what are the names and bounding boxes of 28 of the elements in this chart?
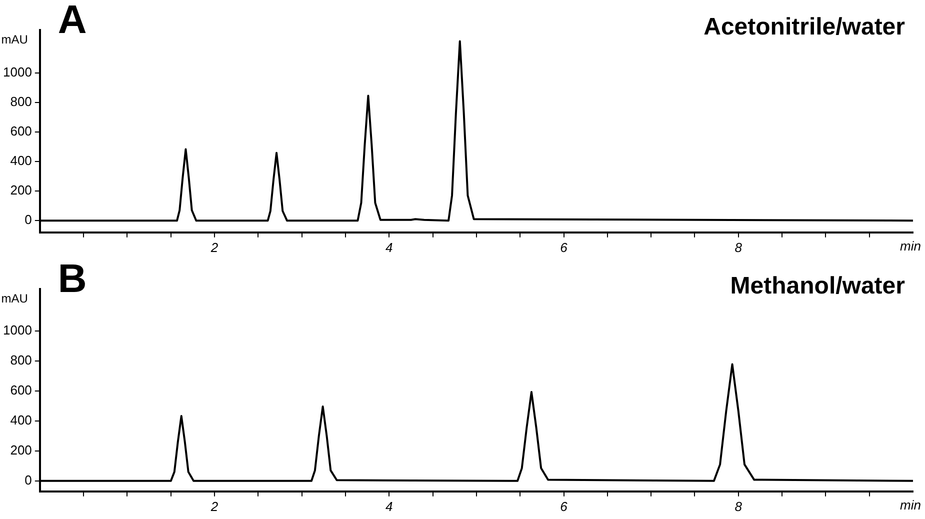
y-tick-label: 0: [24, 472, 32, 488]
y-tick-label: 400: [10, 412, 32, 428]
x-axis-title: min: [900, 238, 921, 254]
y-axis-title: mAU: [1, 32, 28, 46]
y-tick-label: 600: [10, 124, 32, 139]
y-tick-label: 0: [24, 212, 32, 228]
annotation: Methanol/water: [730, 272, 905, 300]
y-tick-label: 1000: [3, 322, 32, 338]
y-tick-label: 1000: [3, 64, 32, 80]
x-axis-title: min: [900, 498, 921, 513]
chart-title: A: [58, 0, 87, 42]
x-tick-label: 2: [210, 240, 219, 255]
x-tick-label: 8: [734, 240, 743, 255]
x-tick-label: 6: [560, 498, 568, 514]
x-tick-label: 4: [386, 240, 393, 255]
chart-title: B: [58, 257, 87, 302]
y-tick-label: 800: [10, 94, 32, 109]
x-tick-label: 8: [734, 498, 743, 514]
y-tick-label: 600: [10, 382, 32, 398]
y-tick-label: 400: [10, 153, 32, 168]
x-tick-label: 6: [560, 240, 568, 255]
y-tick-label: 800: [10, 352, 32, 368]
x-tick-label: 2: [210, 498, 219, 514]
y-tick-label: 200: [10, 442, 32, 458]
annotation: Acetonitrile/water: [704, 14, 905, 41]
y-tick-label: 200: [10, 182, 32, 198]
y-axis-title: mAU: [1, 291, 28, 306]
x-tick-label: 4: [386, 498, 393, 514]
